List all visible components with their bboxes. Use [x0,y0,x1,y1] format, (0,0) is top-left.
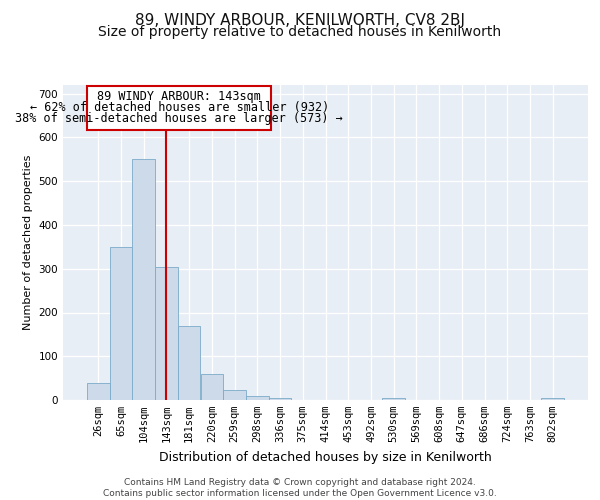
Bar [541,398,564,400]
Text: Size of property relative to detached houses in Kenilworth: Size of property relative to detached ho… [98,25,502,39]
Text: 38% of semi-detached houses are larger (573) →: 38% of semi-detached houses are larger (… [15,112,343,125]
FancyBboxPatch shape [88,86,271,130]
Bar [246,396,269,400]
Bar [382,398,405,400]
Bar [223,390,246,400]
Text: Contains HM Land Registry data © Crown copyright and database right 2024.
Contai: Contains HM Land Registry data © Crown c… [103,478,497,498]
Text: 89 WINDY ARBOUR: 143sqm: 89 WINDY ARBOUR: 143sqm [97,90,261,104]
Bar [133,160,155,400]
Text: 89, WINDY ARBOUR, KENILWORTH, CV8 2BJ: 89, WINDY ARBOUR, KENILWORTH, CV8 2BJ [135,12,465,28]
Bar [110,247,133,400]
Bar [155,266,178,400]
X-axis label: Distribution of detached houses by size in Kenilworth: Distribution of detached houses by size … [159,450,492,464]
Bar [178,326,200,400]
Bar [269,398,292,400]
Text: ← 62% of detached houses are smaller (932): ← 62% of detached houses are smaller (93… [29,101,329,114]
Bar [200,374,223,400]
Bar [87,382,110,400]
Y-axis label: Number of detached properties: Number of detached properties [23,155,33,330]
